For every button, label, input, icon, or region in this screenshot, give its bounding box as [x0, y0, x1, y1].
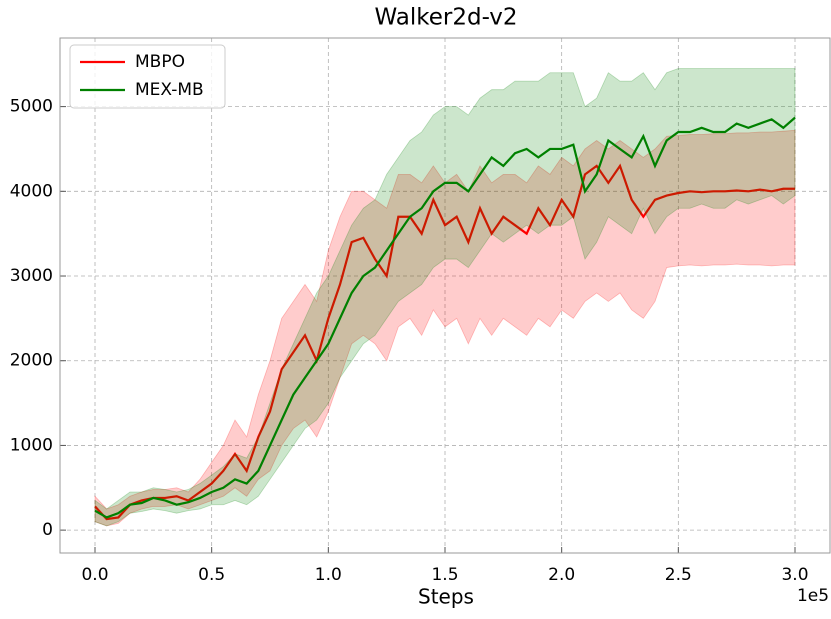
y-tick-label: 4000	[10, 181, 53, 201]
x-tick-label: 0.0	[81, 565, 108, 585]
x-tick-label: 2.0	[548, 565, 575, 585]
band	[94, 129, 796, 527]
y-tick-label: 3000	[10, 266, 53, 286]
legend: MBPO MEX-MB	[69, 44, 226, 109]
band	[94, 68, 796, 527]
legend-label: MBPO	[135, 52, 185, 72]
x-tick-label: 1.0	[315, 565, 342, 585]
plot-frame	[59, 37, 831, 554]
legend-box	[69, 44, 226, 109]
x-offset-label: 1e5	[797, 586, 829, 606]
y-tick-label: 0	[42, 520, 53, 540]
legend-label: MEX-MB	[135, 80, 204, 100]
line	[94, 116, 796, 519]
x-tick-label: 0.5	[198, 565, 225, 585]
grid: 0 1000 2000 3000 4000 5000 0.0 0.5 1.0 1.5 2.0 2.5 3…	[10, 38, 830, 585]
x-tick-label: 2.5	[665, 565, 692, 585]
y-tick-label: 2000	[10, 351, 53, 371]
x-tick-label: 1.5	[431, 565, 458, 585]
x-tick-label: 3.0	[781, 565, 808, 585]
line	[94, 163, 795, 521]
y-tick-label: 5000	[10, 97, 53, 117]
x-axis-label: Steps	[418, 585, 474, 609]
chart-title: Walker2d-v2	[374, 5, 517, 31]
y-tick-label: 1000	[10, 435, 53, 455]
plot-area	[94, 68, 796, 527]
